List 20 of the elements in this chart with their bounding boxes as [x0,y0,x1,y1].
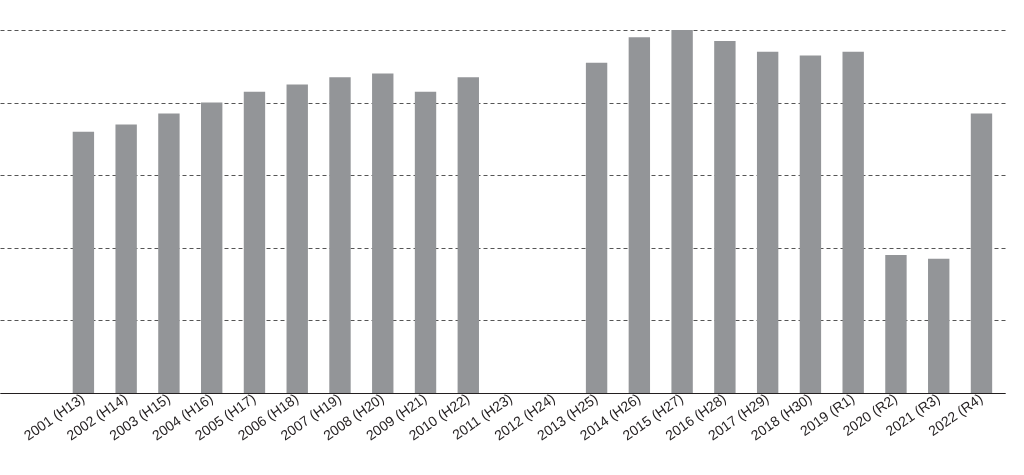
bar [201,102,223,393]
bar [158,113,180,393]
bar [970,113,993,393]
bar [329,77,351,393]
bar [756,51,779,393]
bar [928,258,950,393]
bar [842,51,864,393]
bar [457,77,479,393]
bar [885,255,907,393]
bar [585,62,608,393]
bar [714,40,736,393]
bar [628,37,651,393]
bar [799,55,822,393]
bar [72,131,95,393]
bar [372,73,394,393]
bar [115,124,137,393]
bar [243,91,266,393]
bar [671,30,693,393]
bar [414,91,437,393]
bar [286,84,308,393]
